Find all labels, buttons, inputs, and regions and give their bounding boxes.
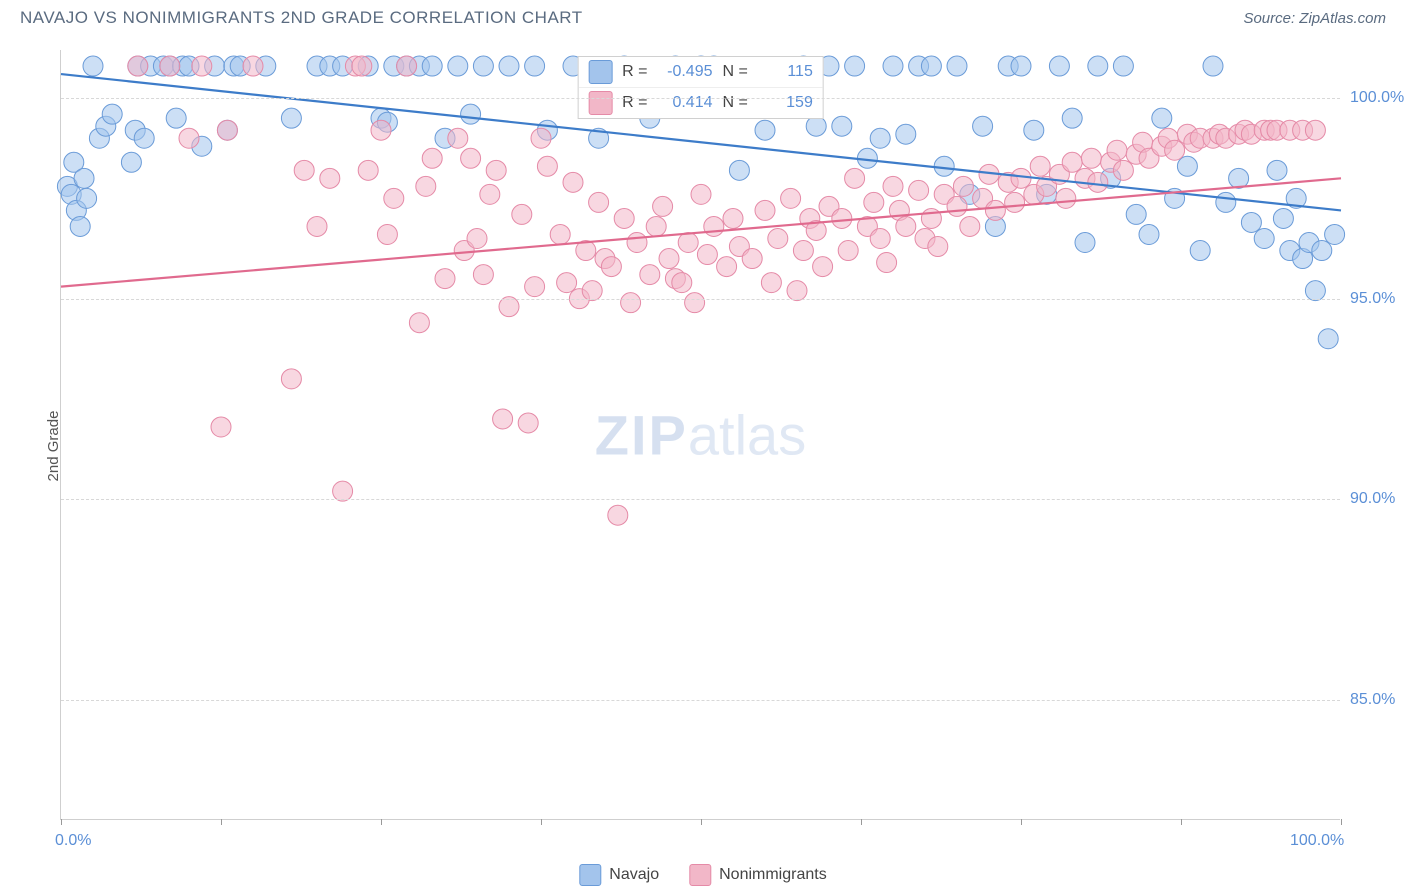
stats-n-label: N = (723, 63, 748, 81)
x-tick (221, 819, 222, 825)
gridline (61, 299, 1340, 300)
stats-n-label: N = (723, 94, 748, 112)
stats-r-label: R = (622, 94, 647, 112)
y-tick-label: 100.0% (1350, 89, 1406, 107)
stats-row: R = 0.414 N = 159 (578, 87, 823, 118)
trend-lines (61, 50, 1340, 819)
title-bar: NAVAJO VS NONIMMIGRANTS 2ND GRADE CORREL… (0, 0, 1406, 32)
x-tick (701, 819, 702, 825)
stats-r-label: R = (622, 63, 647, 81)
stats-n-value: 115 (758, 63, 813, 81)
x-tick (1181, 819, 1182, 825)
legend-item: Navajo (579, 864, 659, 886)
stats-r-value: -0.495 (658, 63, 713, 81)
legend-item: Nonimmigrants (689, 864, 827, 886)
x-max-label: 100.0% (1290, 832, 1344, 850)
legend-label: Navajo (609, 866, 659, 883)
gridline (61, 98, 1340, 99)
y-tick-label: 90.0% (1350, 490, 1406, 508)
stats-swatch (588, 60, 612, 84)
gridline (61, 499, 1340, 500)
correlation-stats-box: R = -0.495 N = 115 R = 0.414 N = 159 (577, 56, 824, 119)
x-tick (861, 819, 862, 825)
chart-legend: Navajo Nonimmigrants (579, 864, 826, 886)
x-min-label: 0.0% (55, 832, 91, 850)
stats-row: R = -0.495 N = 115 (578, 57, 823, 87)
x-tick (61, 819, 62, 825)
x-tick (541, 819, 542, 825)
chart-title: NAVAJO VS NONIMMIGRANTS 2ND GRADE CORREL… (20, 8, 583, 28)
legend-label: Nonimmigrants (719, 866, 827, 883)
stats-r-value: 0.414 (658, 94, 713, 112)
source-label: Source: ZipAtlas.com (1243, 10, 1386, 27)
x-tick (1341, 819, 1342, 825)
chart-container: NAVAJO VS NONIMMIGRANTS 2ND GRADE CORREL… (0, 0, 1406, 892)
y-tick-label: 85.0% (1350, 691, 1406, 709)
legend-swatch (579, 864, 601, 886)
legend-swatch (689, 864, 711, 886)
y-tick-label: 95.0% (1350, 290, 1406, 308)
x-tick (1021, 819, 1022, 825)
stats-swatch (588, 91, 612, 115)
gridline (61, 700, 1340, 701)
plot-area: ZIPatlas R =-0.495N =115R =0.414N =159 8… (60, 50, 1340, 820)
stats-n-value: 159 (758, 94, 813, 112)
x-tick (381, 819, 382, 825)
trend-line (61, 178, 1341, 286)
